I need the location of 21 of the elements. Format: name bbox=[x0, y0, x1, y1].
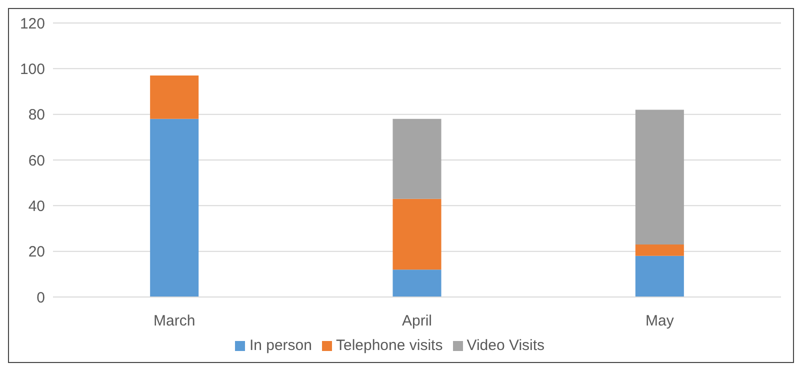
bar bbox=[635, 110, 684, 244]
y-tick-label: 100 bbox=[20, 60, 45, 78]
x-tick-label: March bbox=[153, 312, 196, 330]
y-tick-label: 20 bbox=[28, 244, 45, 261]
bar bbox=[392, 198, 442, 270]
bar bbox=[150, 76, 199, 119]
y-tick-label: 80 bbox=[28, 106, 45, 124]
y-tick-label: 120 bbox=[20, 15, 45, 32]
bar bbox=[150, 118, 199, 297]
legend-label: Video Visits bbox=[466, 337, 545, 354]
legend-label: In person bbox=[249, 337, 312, 354]
y-tick-label: 40 bbox=[28, 198, 45, 215]
x-tick-label: April bbox=[402, 312, 432, 330]
y-tick-label: 0 bbox=[36, 289, 45, 306]
legend-label: Telephone visits bbox=[336, 337, 443, 354]
bar bbox=[635, 244, 684, 256]
bar bbox=[392, 270, 442, 297]
bar bbox=[635, 256, 684, 297]
bar bbox=[392, 118, 442, 199]
y-tick-label: 60 bbox=[28, 152, 45, 170]
x-tick-label: May bbox=[645, 312, 674, 330]
